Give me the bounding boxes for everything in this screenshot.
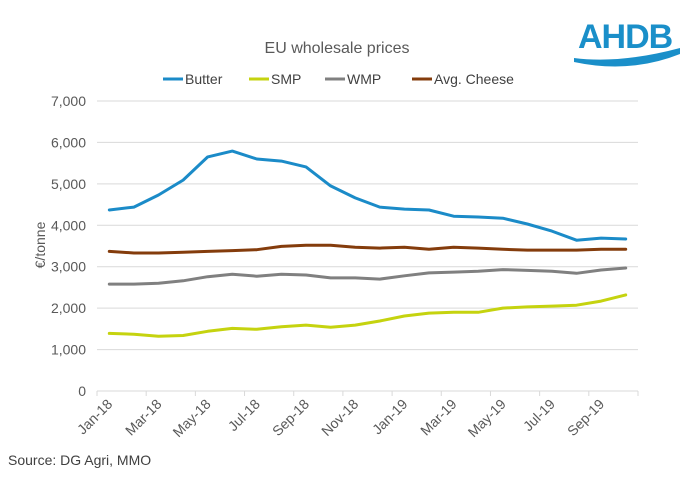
y-axis: 0 1,000 2,000 3,000 4,000 5,000 6,000 7,000 <box>51 93 86 399</box>
series-line-wmp <box>107 266 628 286</box>
x-tick-label: Nov-18 <box>318 396 361 439</box>
x-tick-label: Sep-19 <box>564 396 607 439</box>
x-tick-label: Jul-19 <box>520 396 558 434</box>
series-lines <box>107 149 628 338</box>
y-tick-label: 6,000 <box>51 134 86 150</box>
x-tick-label: Jan-18 <box>74 396 116 438</box>
x-tick-label: May-19 <box>465 396 509 440</box>
source-note: Source: DG Agri, MMO <box>8 452 152 468</box>
legend: Butter SMP WMP Avg. Cheese <box>163 71 514 87</box>
y-tick-label: 5,000 <box>51 176 86 192</box>
series-line-avg-cheese <box>107 243 628 255</box>
y-tick-label: 0 <box>78 383 86 399</box>
legend-item: WMP <box>325 71 381 87</box>
x-tick-label: Jan-19 <box>369 396 411 438</box>
x-tick-label: Mar-19 <box>417 396 460 439</box>
x-tick-label: Jul-18 <box>225 396 263 434</box>
legend-item: SMP <box>249 71 301 87</box>
y-tick-label: 1,000 <box>51 342 86 358</box>
y-tick-label: 2,000 <box>51 300 86 316</box>
chart-title: EU wholesale prices <box>265 40 410 57</box>
legend-item: Butter <box>163 71 223 87</box>
legend-label: WMP <box>347 71 381 87</box>
gridlines <box>97 100 638 392</box>
ahdb-logo: AHDB <box>570 18 682 70</box>
series-line-smp <box>107 293 628 338</box>
legend-item: Avg. Cheese <box>412 71 514 87</box>
x-axis: Jan-18 Mar-18 May-18 Jul-18 Sep-18 Nov-18 Jan-… <box>74 391 639 440</box>
y-tick-label: 7,000 <box>51 93 86 109</box>
legend-label: Avg. Cheese <box>434 71 514 87</box>
y-tick-label: 4,000 <box>51 217 86 233</box>
series-line-butter <box>107 149 628 242</box>
y-tick-label: 3,000 <box>51 259 86 275</box>
logo-wave-icon <box>574 48 680 67</box>
legend-label: Butter <box>185 71 223 87</box>
x-tick-label: May-18 <box>169 396 213 440</box>
x-tick-label: Mar-18 <box>122 396 165 439</box>
logo-text: AHDB <box>578 18 673 56</box>
x-tick-label: Sep-18 <box>269 396 312 439</box>
legend-label: SMP <box>271 71 301 87</box>
y-axis-label: €/tonne <box>32 221 48 268</box>
